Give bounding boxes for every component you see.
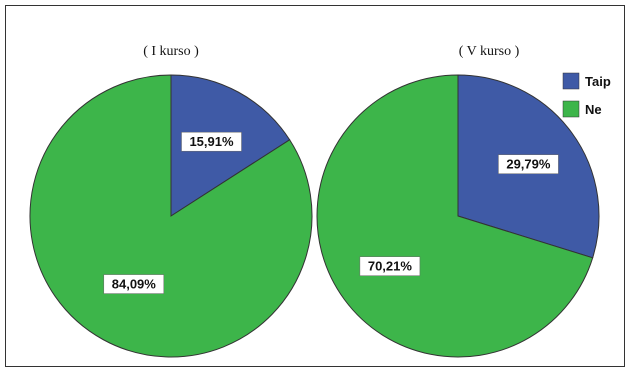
chart-title-1: ( I kurso ) xyxy=(143,44,199,59)
pie-chart-1: 15,91% 84,09% xyxy=(29,74,313,358)
chart-title-2: ( V kurso ) xyxy=(459,44,520,59)
data-label-box xyxy=(359,256,421,276)
legend: Taip Ne xyxy=(562,72,611,118)
data-label: 70,21% xyxy=(368,259,413,274)
legend-swatch-taip xyxy=(562,72,580,90)
legend-label-ne: Ne xyxy=(585,102,602,117)
legend-label-taip: Taip xyxy=(585,74,611,89)
legend-swatch-ne xyxy=(562,100,580,118)
data-label: 84,09% xyxy=(112,277,157,292)
data-label-box xyxy=(181,131,242,152)
pie-slice-ne xyxy=(316,74,594,358)
data-label-box xyxy=(103,274,165,294)
data-label: 29,79% xyxy=(506,157,551,172)
data-label-box xyxy=(498,154,559,174)
pie-slice-ne xyxy=(29,74,313,358)
pie-chart-2: 29,79% 70,21% xyxy=(316,74,600,358)
data-label: 15,91% xyxy=(189,134,234,149)
